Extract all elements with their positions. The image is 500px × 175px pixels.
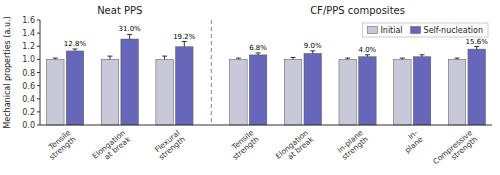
bar bbox=[176, 47, 193, 125]
y-tick bbox=[37, 98, 40, 99]
legend-swatch bbox=[411, 27, 421, 34]
error-cap bbox=[107, 56, 112, 57]
error-cap bbox=[365, 54, 370, 55]
y-tick-label: 0.6 bbox=[22, 82, 35, 91]
y-tick-label: 0.4 bbox=[22, 95, 35, 104]
y-tick bbox=[37, 125, 40, 126]
x-tick-label-line: strength bbox=[231, 134, 261, 161]
bar bbox=[468, 49, 485, 125]
error-cap bbox=[72, 49, 77, 50]
y-tick bbox=[37, 59, 40, 60]
annotation: 15.6% bbox=[466, 38, 489, 46]
y-tick bbox=[37, 111, 40, 112]
x-tick-label: Tensilestrength bbox=[225, 128, 261, 162]
bar bbox=[47, 59, 64, 125]
annotation: 9.0% bbox=[304, 42, 322, 50]
y-tick bbox=[37, 46, 40, 47]
error-cap bbox=[53, 58, 58, 59]
error-cap bbox=[291, 57, 296, 58]
error-cap bbox=[400, 58, 405, 59]
x-tick-label: Elongationat break bbox=[91, 128, 133, 167]
annotation: 31.0% bbox=[119, 25, 142, 33]
annotation: 19.2% bbox=[173, 33, 196, 41]
bar bbox=[156, 59, 173, 125]
x-tick-label-line: at break bbox=[286, 134, 316, 161]
bar bbox=[101, 59, 118, 125]
error-cap bbox=[182, 41, 187, 42]
annotation: 4.0% bbox=[358, 46, 376, 54]
y-tick-label: 1.4 bbox=[22, 29, 35, 38]
x-tick-label: In-plane bbox=[398, 128, 425, 155]
y-axis-label: Mechanical properties (a.u.) bbox=[3, 16, 12, 128]
x-tick-label: Tensilestrength bbox=[42, 128, 78, 162]
x-tick-label-line: strength bbox=[449, 134, 479, 161]
x-tick-label: In-planestrength bbox=[335, 128, 371, 162]
x-tick-label: Compressivestrength bbox=[431, 128, 479, 173]
y-tick bbox=[37, 85, 40, 86]
y-tick bbox=[37, 33, 40, 34]
bar bbox=[413, 57, 430, 125]
error-cap bbox=[236, 58, 241, 59]
x-tick-label-line: strength bbox=[157, 134, 187, 161]
section-title: Neat PPS bbox=[97, 5, 142, 16]
error-cap bbox=[474, 46, 479, 47]
y-tick-label: 0.2 bbox=[22, 108, 35, 117]
legend: Initial Self-nucleation bbox=[362, 23, 488, 37]
bar bbox=[359, 57, 376, 125]
y-tick-label: 0.8 bbox=[22, 69, 35, 78]
legend-label: Self-nucleation bbox=[424, 26, 483, 35]
bar bbox=[448, 59, 465, 125]
error-cap bbox=[310, 50, 315, 51]
y-tick-label: 1.2 bbox=[22, 42, 35, 51]
bar bbox=[284, 59, 301, 125]
x-tick-label-line: plane bbox=[403, 134, 425, 155]
error-cap bbox=[127, 34, 132, 35]
bar bbox=[249, 55, 266, 125]
error-cap bbox=[256, 52, 261, 53]
bar bbox=[339, 59, 356, 125]
chart: 12.8% 31.0% 19.2% 6.8% 9.0% 4.0% 15.6% Neat PPS… bbox=[0, 0, 500, 175]
x-tick-label: Flexuralstrength bbox=[152, 128, 187, 162]
y-tick bbox=[37, 20, 40, 21]
x-tick-label: Elongationat break bbox=[274, 128, 316, 167]
legend-label: Initial bbox=[380, 26, 402, 35]
section-divider bbox=[211, 20, 212, 125]
legend-frame bbox=[362, 23, 488, 37]
error-cap bbox=[455, 58, 460, 59]
bar bbox=[394, 59, 411, 125]
x-tick-label-line: strength bbox=[340, 134, 370, 161]
legend-swatch bbox=[367, 27, 377, 34]
y-tick-label: 1.0 bbox=[22, 55, 35, 64]
annotation: 12.8% bbox=[64, 40, 87, 48]
section-title: CF/PPS composites bbox=[310, 5, 405, 16]
bar bbox=[230, 59, 247, 125]
annotation: 6.8% bbox=[249, 44, 267, 52]
y-tick bbox=[37, 72, 40, 73]
bar bbox=[121, 39, 138, 125]
bar bbox=[304, 53, 321, 125]
x-axis-line bbox=[40, 125, 492, 126]
error-cap bbox=[162, 56, 167, 57]
y-tick-label: 0.0 bbox=[22, 121, 35, 130]
error-cap bbox=[345, 58, 350, 59]
y-tick-label: 1.6 bbox=[22, 16, 35, 25]
x-tick-label-line: strength bbox=[48, 134, 78, 161]
bar bbox=[66, 51, 83, 125]
x-tick-label-line: at break bbox=[103, 134, 133, 161]
error-cap bbox=[420, 54, 425, 55]
